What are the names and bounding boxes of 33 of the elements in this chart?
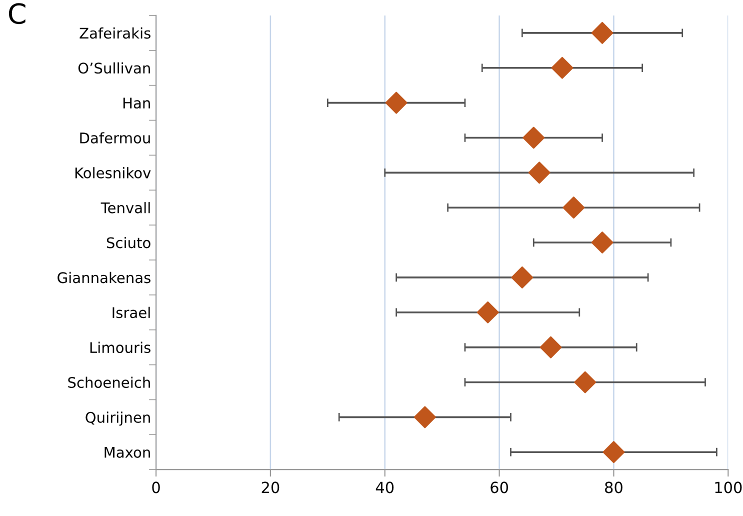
chart-title: C <box>8 3 26 24</box>
x-tick-label: 100 <box>715 482 742 494</box>
y-tick-label: Giannakenas <box>58 272 150 284</box>
y-tick-label: Tenvall <box>100 202 150 214</box>
point <box>522 126 545 149</box>
point <box>476 301 499 324</box>
y-tick-label: Sciuto <box>106 236 150 248</box>
point <box>414 406 436 428</box>
point <box>551 56 574 79</box>
point <box>574 371 596 394</box>
point <box>511 266 534 288</box>
x-tick-label: 0 <box>152 482 160 494</box>
point <box>540 336 562 358</box>
point <box>602 441 625 464</box>
y-tick-label: Israel <box>112 306 150 318</box>
point <box>591 22 614 44</box>
y-tick-label: Han <box>123 98 150 109</box>
x-tick-label: 80 <box>605 482 622 494</box>
y-tick-label: Kolesnikov <box>75 167 151 178</box>
y-tick-label: Zafeirakis <box>80 27 150 39</box>
y-tick-label: Quirijnen <box>86 412 150 426</box>
x-tick-label: 40 <box>376 482 394 494</box>
point <box>385 92 408 114</box>
y-tick-label: O’Sullivan <box>78 62 150 74</box>
point <box>562 196 585 219</box>
x-tick-label: 60 <box>490 482 508 494</box>
point <box>591 232 614 254</box>
x-tick-label: 20 <box>262 482 280 494</box>
point <box>528 162 550 184</box>
y-tick-label: Maxon <box>104 447 150 458</box>
y-tick-label: Dafermou <box>80 132 150 144</box>
y-tick-label: Limouris <box>90 342 150 354</box>
y-tick-label: Schoeneich <box>68 376 150 388</box>
